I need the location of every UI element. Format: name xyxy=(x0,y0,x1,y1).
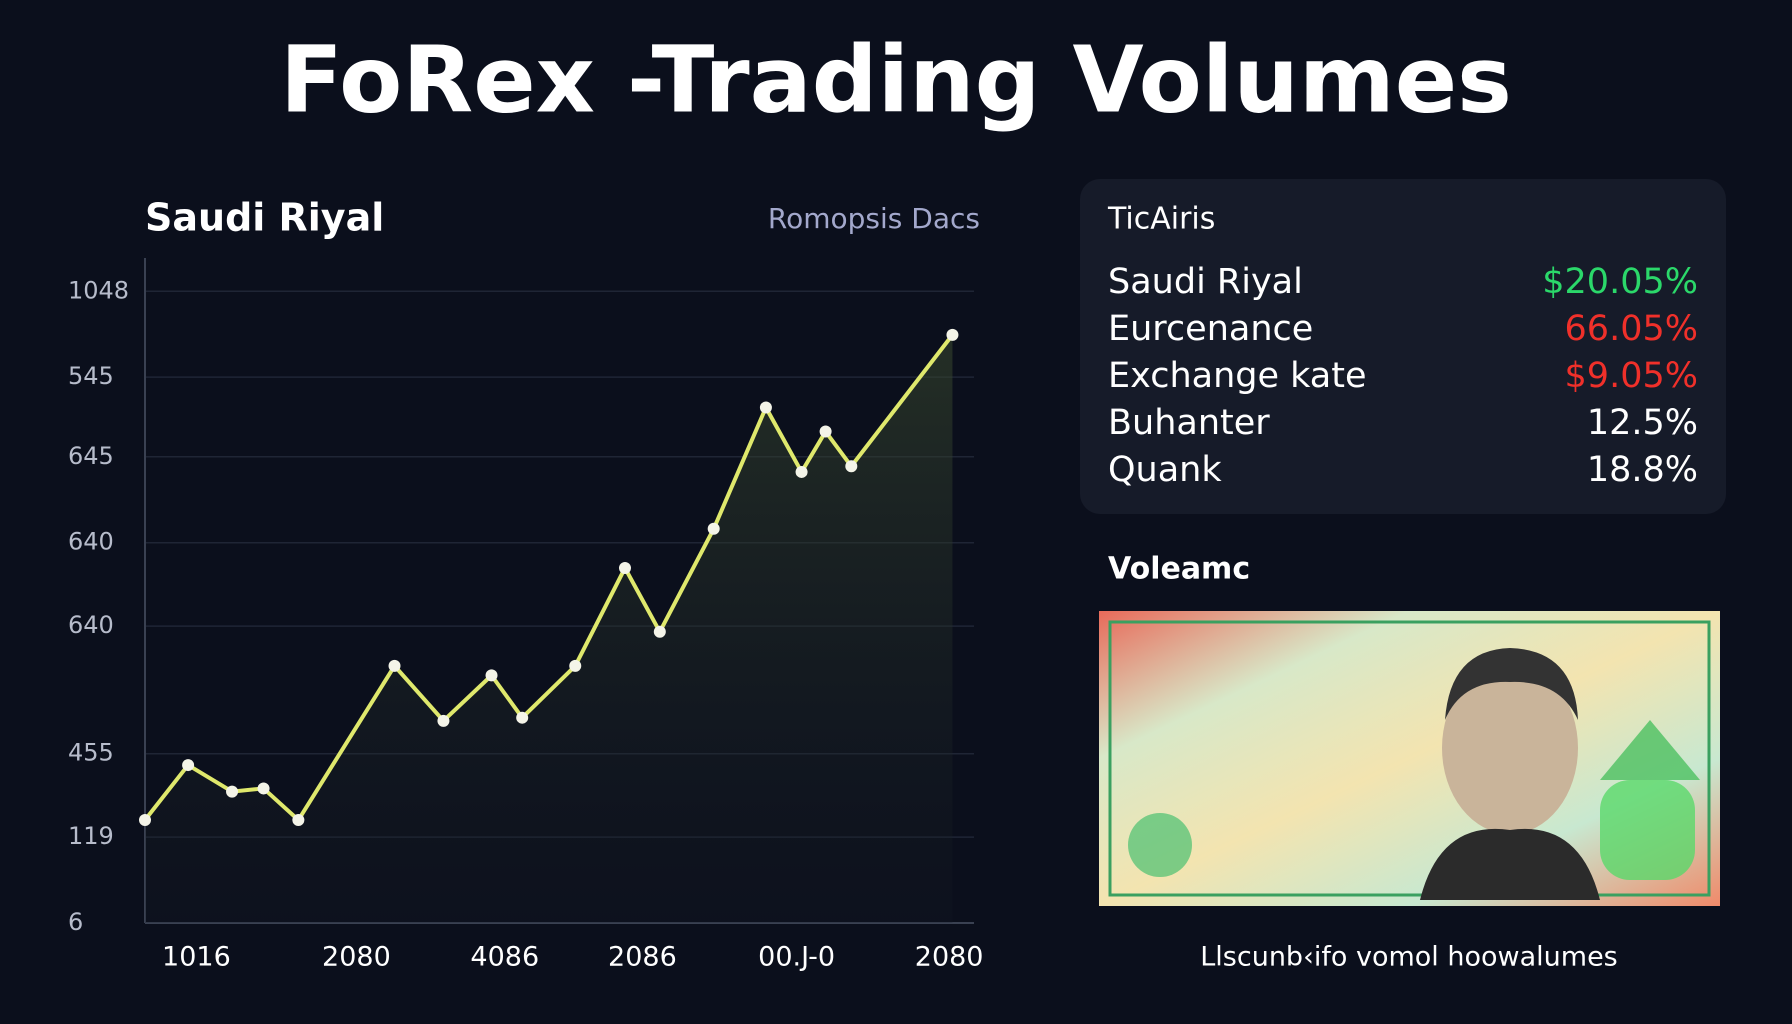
rate-value: 66.05% xyxy=(1565,309,1698,349)
point xyxy=(618,561,631,574)
point xyxy=(819,425,832,438)
point xyxy=(388,659,401,672)
rates-rows: Saudi Riyal $20.05% Eurcenance 66.05% Exchan… xyxy=(1108,262,1698,490)
point xyxy=(653,625,666,638)
x-tick-label: 1016 xyxy=(162,942,231,973)
x-tick-label: 2080 xyxy=(322,942,391,973)
banknote xyxy=(1099,611,1720,906)
x-tick-label: 00.J-0 xyxy=(758,942,835,973)
rate-value: $9.05% xyxy=(1565,356,1698,396)
volume-caption: Llscunb‹ifo vomol hoowalumes xyxy=(1200,942,1618,973)
x-tick-label: 2080 xyxy=(915,942,984,973)
point xyxy=(759,401,772,414)
portrait-suit xyxy=(1420,828,1600,900)
x-tick-label: 2086 xyxy=(608,942,677,973)
page-title: FoRex -Trading Volumes xyxy=(280,26,1512,133)
point xyxy=(946,328,959,341)
y-tick-label: 6 xyxy=(68,908,83,936)
point xyxy=(182,759,195,772)
rate-label: Buhanter xyxy=(1108,403,1270,443)
portrait-face xyxy=(1442,662,1578,834)
point xyxy=(795,465,808,478)
point xyxy=(437,714,450,727)
point xyxy=(485,669,498,682)
portrait-hair xyxy=(1445,648,1578,720)
point xyxy=(257,782,270,795)
y-tick-label: 1048 xyxy=(68,276,129,304)
rates-panel xyxy=(1080,179,1726,514)
chart-subtitle: Saudi Riyal xyxy=(145,196,384,240)
rate-label: Quank xyxy=(1108,450,1222,490)
point xyxy=(516,711,529,724)
y-tick-label: 545 xyxy=(68,362,114,390)
point xyxy=(292,814,305,827)
rate-label: Exchange kate xyxy=(1108,356,1367,396)
banknote-seal xyxy=(1128,813,1192,877)
plot: 6 119 455 640 640 645 545 1048 1016 2080 4086 2086 0… xyxy=(68,258,983,973)
point xyxy=(226,785,239,798)
point xyxy=(707,522,720,535)
point xyxy=(139,814,151,827)
volume-title: Voleamc xyxy=(1108,552,1250,587)
area xyxy=(145,334,953,923)
rate-value: 18.8% xyxy=(1587,450,1698,490)
point xyxy=(569,659,582,672)
x-tick-label: 4086 xyxy=(470,942,539,973)
rate-value: $20.05% xyxy=(1542,262,1698,302)
y-tick-label: 455 xyxy=(68,739,114,767)
y-tick-label: 640 xyxy=(68,528,114,556)
y-tick-label: 645 xyxy=(68,442,114,470)
chart-note: Romopsis Dacs xyxy=(768,202,980,235)
point xyxy=(845,460,858,473)
banknote-border xyxy=(1108,620,1711,897)
banknote-arrow xyxy=(1600,720,1700,780)
rate-label: Eurcenance xyxy=(1108,309,1313,349)
y-tick-label: 640 xyxy=(68,611,114,639)
y-tick-label: 119 xyxy=(68,822,114,850)
banknote-numeral xyxy=(1600,780,1695,880)
rate-value: 12.5% xyxy=(1587,403,1698,443)
rate-label: Saudi Riyal xyxy=(1108,262,1303,302)
panel-title: TicAiris xyxy=(1107,202,1215,237)
